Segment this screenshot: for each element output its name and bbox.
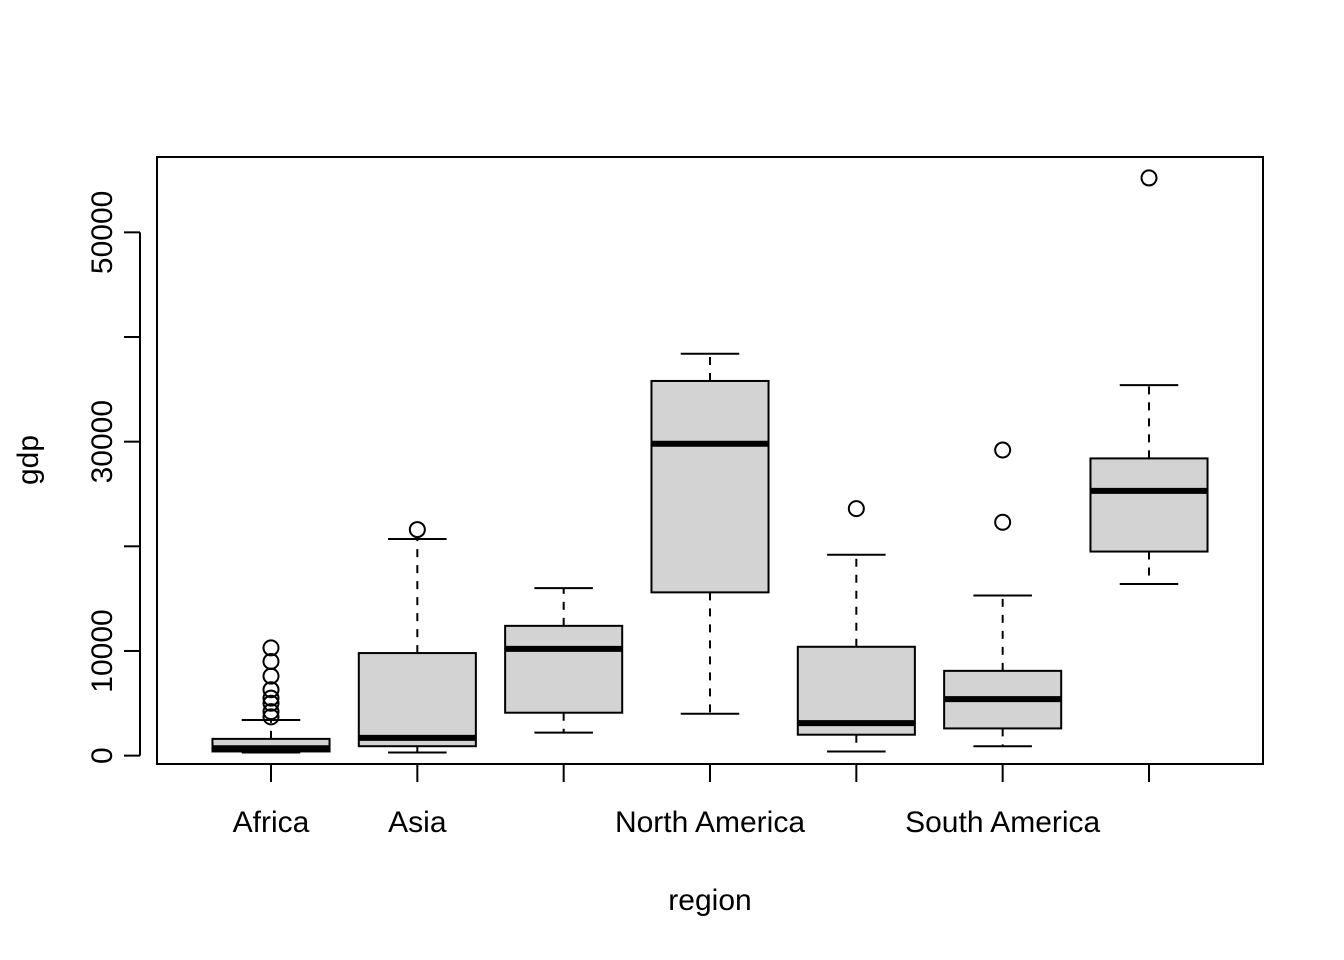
x-axis-title: region xyxy=(668,884,751,917)
outlier-point xyxy=(262,694,280,712)
outlier-point xyxy=(994,513,1012,531)
y-tick-label: 0 xyxy=(86,747,119,764)
x-axis: Africa Asia North America South America xyxy=(233,763,1150,839)
box-2 xyxy=(357,521,477,754)
y-axis-title: gdp xyxy=(12,435,45,485)
outlier-point xyxy=(994,441,1012,459)
box-3 xyxy=(504,587,624,734)
outlier-point xyxy=(262,708,280,726)
outlier-point xyxy=(262,681,280,699)
y-tick-label: 50000 xyxy=(86,191,119,274)
x-tick-label: South America xyxy=(905,806,1100,839)
box-7 xyxy=(1089,169,1209,585)
iqr-box xyxy=(1089,457,1209,553)
outlier-point xyxy=(408,521,426,539)
outlier-point xyxy=(262,703,280,721)
iqr-box xyxy=(796,645,916,736)
y-tick-label: 30000 xyxy=(86,400,119,483)
box-5 xyxy=(796,500,916,753)
iqr-box xyxy=(504,624,624,714)
y-axis: 0 10000 30000 50000 xyxy=(86,191,141,764)
box-1 xyxy=(211,639,331,754)
x-tick-label: Africa xyxy=(233,806,310,839)
outlier-point xyxy=(262,652,280,670)
x-tick-label: North America xyxy=(615,806,805,839)
x-tick-label: Asia xyxy=(388,806,447,839)
iqr-box xyxy=(357,652,477,748)
box-6 xyxy=(943,441,1063,748)
box-4 xyxy=(650,352,770,715)
box-group xyxy=(211,169,1209,754)
iqr-box xyxy=(650,379,770,594)
y-tick-label: 10000 xyxy=(86,609,119,692)
outlier-point xyxy=(847,500,865,518)
outlier-point xyxy=(262,689,280,707)
outlier-point xyxy=(1140,169,1158,187)
outlier-point xyxy=(262,639,280,657)
